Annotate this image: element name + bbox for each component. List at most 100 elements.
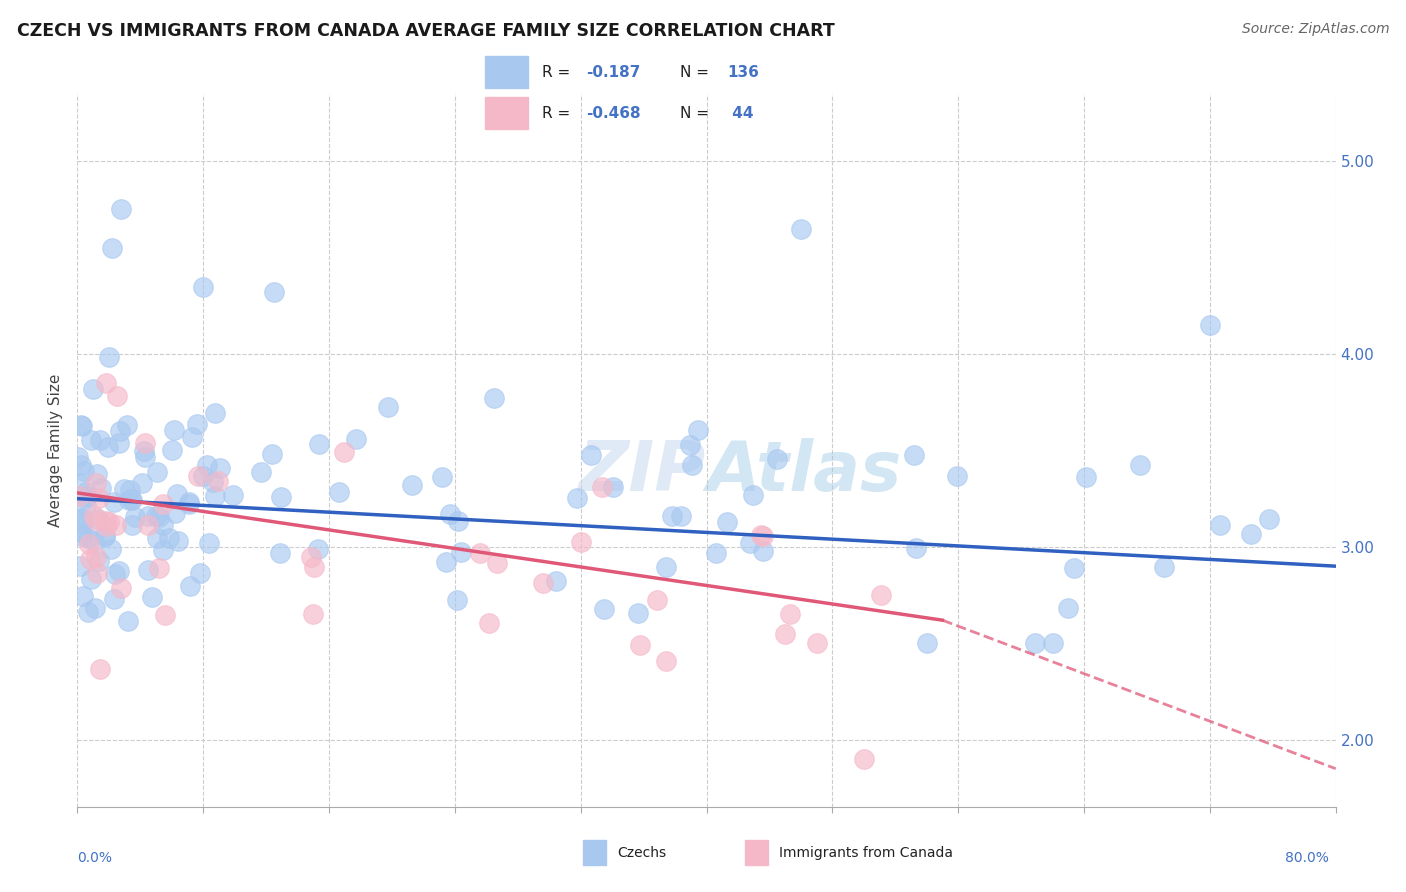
Point bbox=[157, 531, 180, 545]
Point bbox=[166, 487, 188, 501]
Point bbox=[94, 514, 117, 528]
Point bbox=[1199, 318, 1222, 332]
Point bbox=[333, 445, 356, 459]
Point bbox=[773, 626, 796, 640]
Point bbox=[852, 752, 875, 766]
Point bbox=[544, 574, 567, 588]
Point bbox=[1240, 526, 1263, 541]
Point bbox=[82, 382, 104, 396]
Point bbox=[165, 506, 187, 520]
Point bbox=[84, 513, 107, 527]
Point bbox=[904, 541, 927, 555]
Point bbox=[704, 547, 727, 561]
Point bbox=[76, 532, 98, 546]
Text: 80.0%: 80.0% bbox=[1285, 851, 1329, 865]
Point bbox=[90, 481, 112, 495]
Point bbox=[67, 475, 90, 490]
Point bbox=[70, 526, 93, 541]
Point bbox=[222, 488, 245, 502]
Point bbox=[207, 474, 229, 488]
Point bbox=[179, 497, 201, 511]
Point bbox=[344, 432, 367, 446]
Text: ZIP: ZIP bbox=[579, 438, 707, 506]
Point bbox=[77, 537, 100, 551]
Point bbox=[84, 601, 107, 615]
Point bbox=[146, 531, 169, 545]
Point bbox=[138, 508, 160, 523]
Point bbox=[486, 557, 509, 571]
Point bbox=[179, 579, 201, 593]
Text: 0.0%: 0.0% bbox=[77, 851, 112, 865]
Point bbox=[1057, 601, 1080, 615]
Point bbox=[738, 535, 761, 549]
Text: Immigrants from Canada: Immigrants from Canada bbox=[779, 846, 953, 860]
Point bbox=[83, 534, 105, 549]
Point bbox=[121, 492, 143, 507]
Point bbox=[304, 560, 326, 574]
Point bbox=[779, 607, 801, 622]
Point bbox=[134, 450, 156, 464]
Point bbox=[269, 546, 291, 560]
Point bbox=[117, 614, 139, 628]
Point bbox=[94, 529, 117, 543]
Point bbox=[160, 442, 183, 457]
Point bbox=[103, 494, 125, 508]
Point bbox=[136, 518, 159, 533]
Point bbox=[86, 566, 108, 580]
Point bbox=[132, 443, 155, 458]
Point bbox=[98, 516, 121, 530]
Point bbox=[565, 491, 588, 505]
Point bbox=[83, 509, 105, 524]
Point bbox=[87, 554, 110, 568]
Point bbox=[198, 536, 221, 550]
Text: 136: 136 bbox=[727, 65, 759, 79]
Point bbox=[84, 549, 107, 564]
Point bbox=[915, 636, 938, 650]
Point bbox=[1076, 469, 1098, 483]
Point bbox=[110, 581, 132, 595]
Text: N =: N = bbox=[681, 106, 714, 120]
Point bbox=[671, 508, 693, 523]
Point bbox=[645, 592, 668, 607]
Point bbox=[148, 561, 170, 575]
Point bbox=[120, 483, 142, 497]
Point bbox=[80, 572, 103, 586]
Point bbox=[249, 465, 271, 479]
Point bbox=[103, 591, 125, 606]
Point bbox=[432, 470, 454, 484]
Text: CZECH VS IMMIGRANTS FROM CANADA AVERAGE FAMILY SIZE CORRELATION CHART: CZECH VS IMMIGRANTS FROM CANADA AVERAGE … bbox=[17, 22, 835, 40]
Y-axis label: Average Family Size: Average Family Size bbox=[48, 374, 63, 527]
Point bbox=[89, 662, 111, 676]
Point bbox=[79, 552, 101, 566]
Point bbox=[679, 438, 702, 452]
Point bbox=[627, 607, 650, 621]
Point bbox=[118, 492, 141, 507]
Point bbox=[69, 418, 91, 433]
Point bbox=[94, 529, 117, 543]
Text: Atlas: Atlas bbox=[707, 438, 901, 506]
Text: -0.187: -0.187 bbox=[586, 65, 640, 79]
Point bbox=[661, 509, 683, 524]
Bar bbox=[485, 56, 529, 88]
Point bbox=[790, 221, 813, 235]
Point bbox=[134, 436, 156, 450]
Point bbox=[108, 424, 131, 438]
Point bbox=[301, 549, 323, 564]
Text: 44: 44 bbox=[727, 106, 754, 120]
Point bbox=[903, 448, 925, 462]
Point bbox=[94, 376, 117, 390]
Point bbox=[263, 285, 285, 300]
Point bbox=[1153, 560, 1175, 574]
Point bbox=[377, 401, 399, 415]
Point bbox=[86, 467, 108, 481]
Point bbox=[1063, 561, 1085, 575]
Point bbox=[77, 605, 100, 619]
Point bbox=[70, 419, 93, 434]
Point bbox=[112, 483, 135, 497]
Point bbox=[260, 447, 283, 461]
Point bbox=[946, 469, 969, 483]
Point bbox=[84, 476, 107, 491]
Point bbox=[73, 464, 96, 478]
Point bbox=[97, 440, 120, 454]
Point bbox=[1258, 511, 1281, 525]
